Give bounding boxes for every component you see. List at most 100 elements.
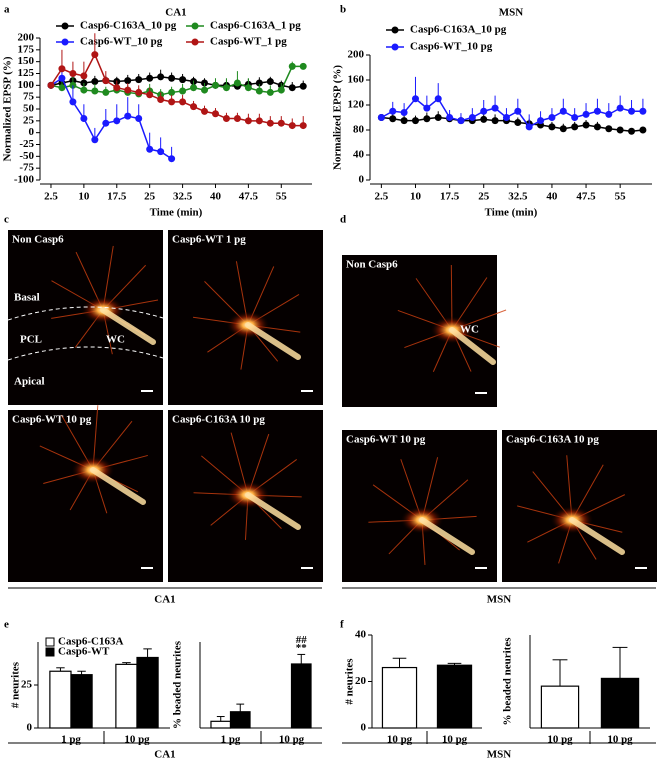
y-axis-label: % beaded neurites [502, 637, 514, 726]
y-tick-label: 175 [18, 43, 35, 55]
data-point [124, 112, 132, 120]
data-point [571, 114, 579, 121]
image-label: Casp6-WT 1 pg [172, 234, 246, 246]
y-tick-label: 125 [18, 67, 35, 79]
chart-title: MSN [499, 7, 524, 19]
data-point [168, 98, 176, 106]
data-point [69, 98, 77, 106]
data-point [288, 62, 296, 70]
data-point [201, 107, 209, 115]
data-point [244, 117, 252, 125]
data-point [559, 107, 567, 115]
image-label: Casp6-WT 10 pg [12, 414, 92, 426]
y-tick-label: 0 [359, 174, 365, 186]
y-tick-label: 160 [348, 74, 365, 86]
panel-label: d [340, 214, 346, 226]
pipette [90, 467, 146, 505]
data-point [593, 107, 601, 115]
data-point [446, 114, 454, 121]
panel-label: c [4, 214, 9, 226]
y-tick-label: 120 [348, 99, 365, 111]
pipette [419, 517, 475, 555]
data-point [113, 84, 121, 92]
data-point [222, 114, 230, 122]
x-tick-label: 10 pg [124, 734, 150, 746]
data-point [605, 125, 613, 133]
data-point [190, 84, 198, 92]
y-tick-label: 0 [361, 722, 367, 734]
y-tick-label: 40 [353, 149, 365, 161]
data-point [102, 77, 110, 85]
group-label: MSN [487, 749, 512, 761]
data-point [157, 96, 165, 104]
data-point [582, 121, 590, 129]
series-line [381, 116, 643, 133]
legend-label: Casp6-WT_10 pg [410, 41, 493, 53]
group-label: CA1 [154, 594, 175, 606]
significance-mark: ** [296, 642, 308, 654]
x-tick-label: 55 [615, 191, 627, 203]
image-annotation: PCL [20, 334, 42, 346]
y-tick-label: 75 [23, 91, 35, 103]
x-tick-label: 32.5 [173, 191, 193, 203]
data-point [222, 84, 230, 92]
series-line [50, 65, 304, 96]
data-point [146, 145, 154, 153]
data-point [434, 95, 442, 103]
data-point [168, 155, 176, 163]
x-tick-label: 10 pg [442, 734, 468, 746]
data-point [559, 125, 567, 133]
series-line [50, 76, 304, 89]
pipette [449, 327, 496, 365]
data-point [514, 107, 522, 115]
x-axis-label: Time (min) [485, 207, 538, 219]
legend-label: Casp6-C163A_10 pg [80, 20, 177, 32]
legend-label: Casp6-C163A [58, 636, 123, 648]
data-point [480, 115, 488, 123]
legend-label: Casp6-WT_10 pg [80, 36, 163, 48]
bar [49, 670, 72, 729]
data-point [468, 114, 476, 121]
legend-label: Casp6-WT [58, 646, 110, 658]
data-point [457, 117, 465, 125]
image-panel: Non Casp6 Basal PCL Apical WC [7, 230, 164, 405]
data-point [628, 107, 636, 115]
data-point [190, 103, 198, 111]
data-point [80, 114, 88, 122]
x-tick-label: 10 pg [547, 734, 573, 746]
data-point [266, 78, 274, 86]
data-point [377, 114, 385, 121]
data-point [277, 86, 285, 94]
legend-marker [61, 38, 69, 46]
data-point [491, 117, 499, 125]
data-point [211, 81, 219, 89]
x-tick-label: 47.5 [576, 191, 596, 203]
data-point [593, 123, 601, 131]
image-panel: Casp6-WT 10 pg [342, 430, 497, 582]
data-point [255, 87, 263, 95]
data-point [423, 115, 431, 123]
legend-label: Casp6-WT_1 pg [210, 36, 287, 48]
series-line [50, 77, 173, 160]
bar [600, 677, 640, 729]
data-point [179, 98, 187, 106]
x-tick-label: 1 pg [61, 734, 81, 746]
y-tick-label: 25 [23, 114, 35, 126]
data-point [389, 115, 397, 123]
data-point [605, 110, 613, 118]
pipette [245, 492, 301, 530]
pipette [245, 322, 301, 360]
data-point [571, 123, 579, 131]
micrograph [8, 410, 163, 582]
data-point [135, 114, 143, 122]
data-point [255, 117, 263, 125]
image-panel: Casp6-WT 1 pg [168, 230, 323, 405]
data-point [548, 123, 556, 131]
x-axis-label: Time (min) [150, 207, 203, 219]
data-point [124, 86, 132, 94]
x-tick-label: 55 [276, 191, 288, 203]
image-annotation: Apical [14, 376, 45, 388]
y-axis-label: Normalized EPSP (%) [332, 65, 344, 170]
data-point [91, 51, 99, 59]
data-point [201, 86, 209, 94]
